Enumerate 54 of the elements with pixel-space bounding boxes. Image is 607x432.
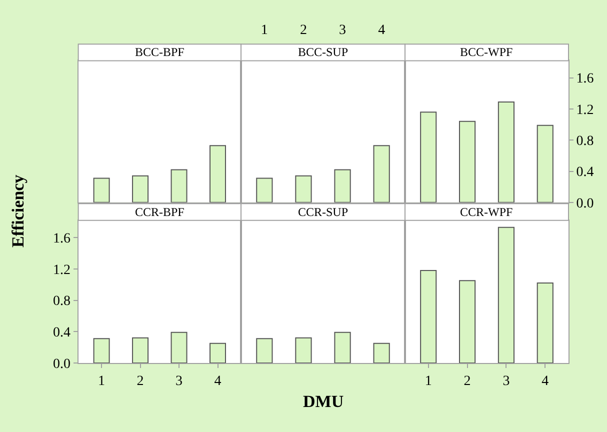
bar bbox=[373, 342, 390, 363]
y-tick-label: 0.4 bbox=[53, 326, 70, 341]
x-tick-label: 1 bbox=[260, 23, 268, 38]
x-tick-label: 4 bbox=[214, 374, 222, 389]
y-tick-label: 1.2 bbox=[53, 262, 70, 278]
bar bbox=[498, 101, 514, 202]
bar bbox=[132, 337, 149, 363]
bar bbox=[498, 226, 514, 363]
x-tick-label: 3 bbox=[339, 23, 346, 38]
x-tick-label: 1 bbox=[424, 374, 432, 389]
chart-title: BCC-WPF bbox=[460, 45, 514, 59]
x-tick-label: 4 bbox=[378, 23, 386, 38]
y-tick-label: 0.4 bbox=[576, 165, 594, 180]
bar bbox=[93, 178, 110, 202]
y-tick-label: 0.8 bbox=[576, 134, 594, 150]
chart-title: CCR-SUP bbox=[298, 205, 348, 219]
bar bbox=[295, 175, 312, 202]
bar bbox=[373, 145, 390, 202]
y-tick-label: 0.8 bbox=[53, 294, 70, 310]
bar bbox=[170, 169, 188, 202]
y-tick-label: 0.0 bbox=[53, 356, 70, 372]
bar bbox=[93, 338, 110, 363]
bar bbox=[295, 337, 312, 363]
bar bbox=[536, 124, 554, 202]
x-tick-label: 2 bbox=[136, 374, 144, 389]
chart-title: CCR-WPF bbox=[460, 205, 514, 219]
y-tick-label: 1.6 bbox=[53, 231, 70, 246]
y-tick-label: 1.2 bbox=[576, 102, 594, 118]
bar bbox=[420, 270, 437, 363]
bar bbox=[132, 175, 149, 202]
bar bbox=[459, 120, 476, 202]
x-axis-title: DMU bbox=[303, 392, 344, 411]
bar bbox=[334, 169, 351, 202]
x-tick-label: 3 bbox=[502, 374, 510, 389]
x-tick-label: 3 bbox=[176, 374, 183, 389]
bar bbox=[420, 112, 437, 202]
x-tick-label: 1 bbox=[98, 374, 106, 389]
chart-title: BCC-BPF bbox=[135, 45, 185, 59]
y-axis-title: Efficiency bbox=[8, 174, 28, 248]
y-tick-label: 0.0 bbox=[576, 196, 594, 212]
bar bbox=[459, 280, 476, 363]
bar bbox=[536, 282, 554, 363]
x-tick-label: 2 bbox=[300, 23, 307, 38]
bar bbox=[170, 332, 188, 363]
chart-title: BCC-SUP bbox=[298, 45, 348, 59]
chart-title: CCR-BPF bbox=[135, 205, 185, 219]
bar bbox=[256, 178, 273, 202]
y-tick-label: 1.6 bbox=[576, 72, 594, 87]
bar bbox=[334, 332, 351, 363]
x-tick-label: 4 bbox=[542, 374, 549, 389]
bar bbox=[210, 145, 226, 202]
bar bbox=[256, 338, 273, 363]
x-tick-label: 2 bbox=[464, 374, 471, 389]
bar bbox=[210, 342, 226, 363]
